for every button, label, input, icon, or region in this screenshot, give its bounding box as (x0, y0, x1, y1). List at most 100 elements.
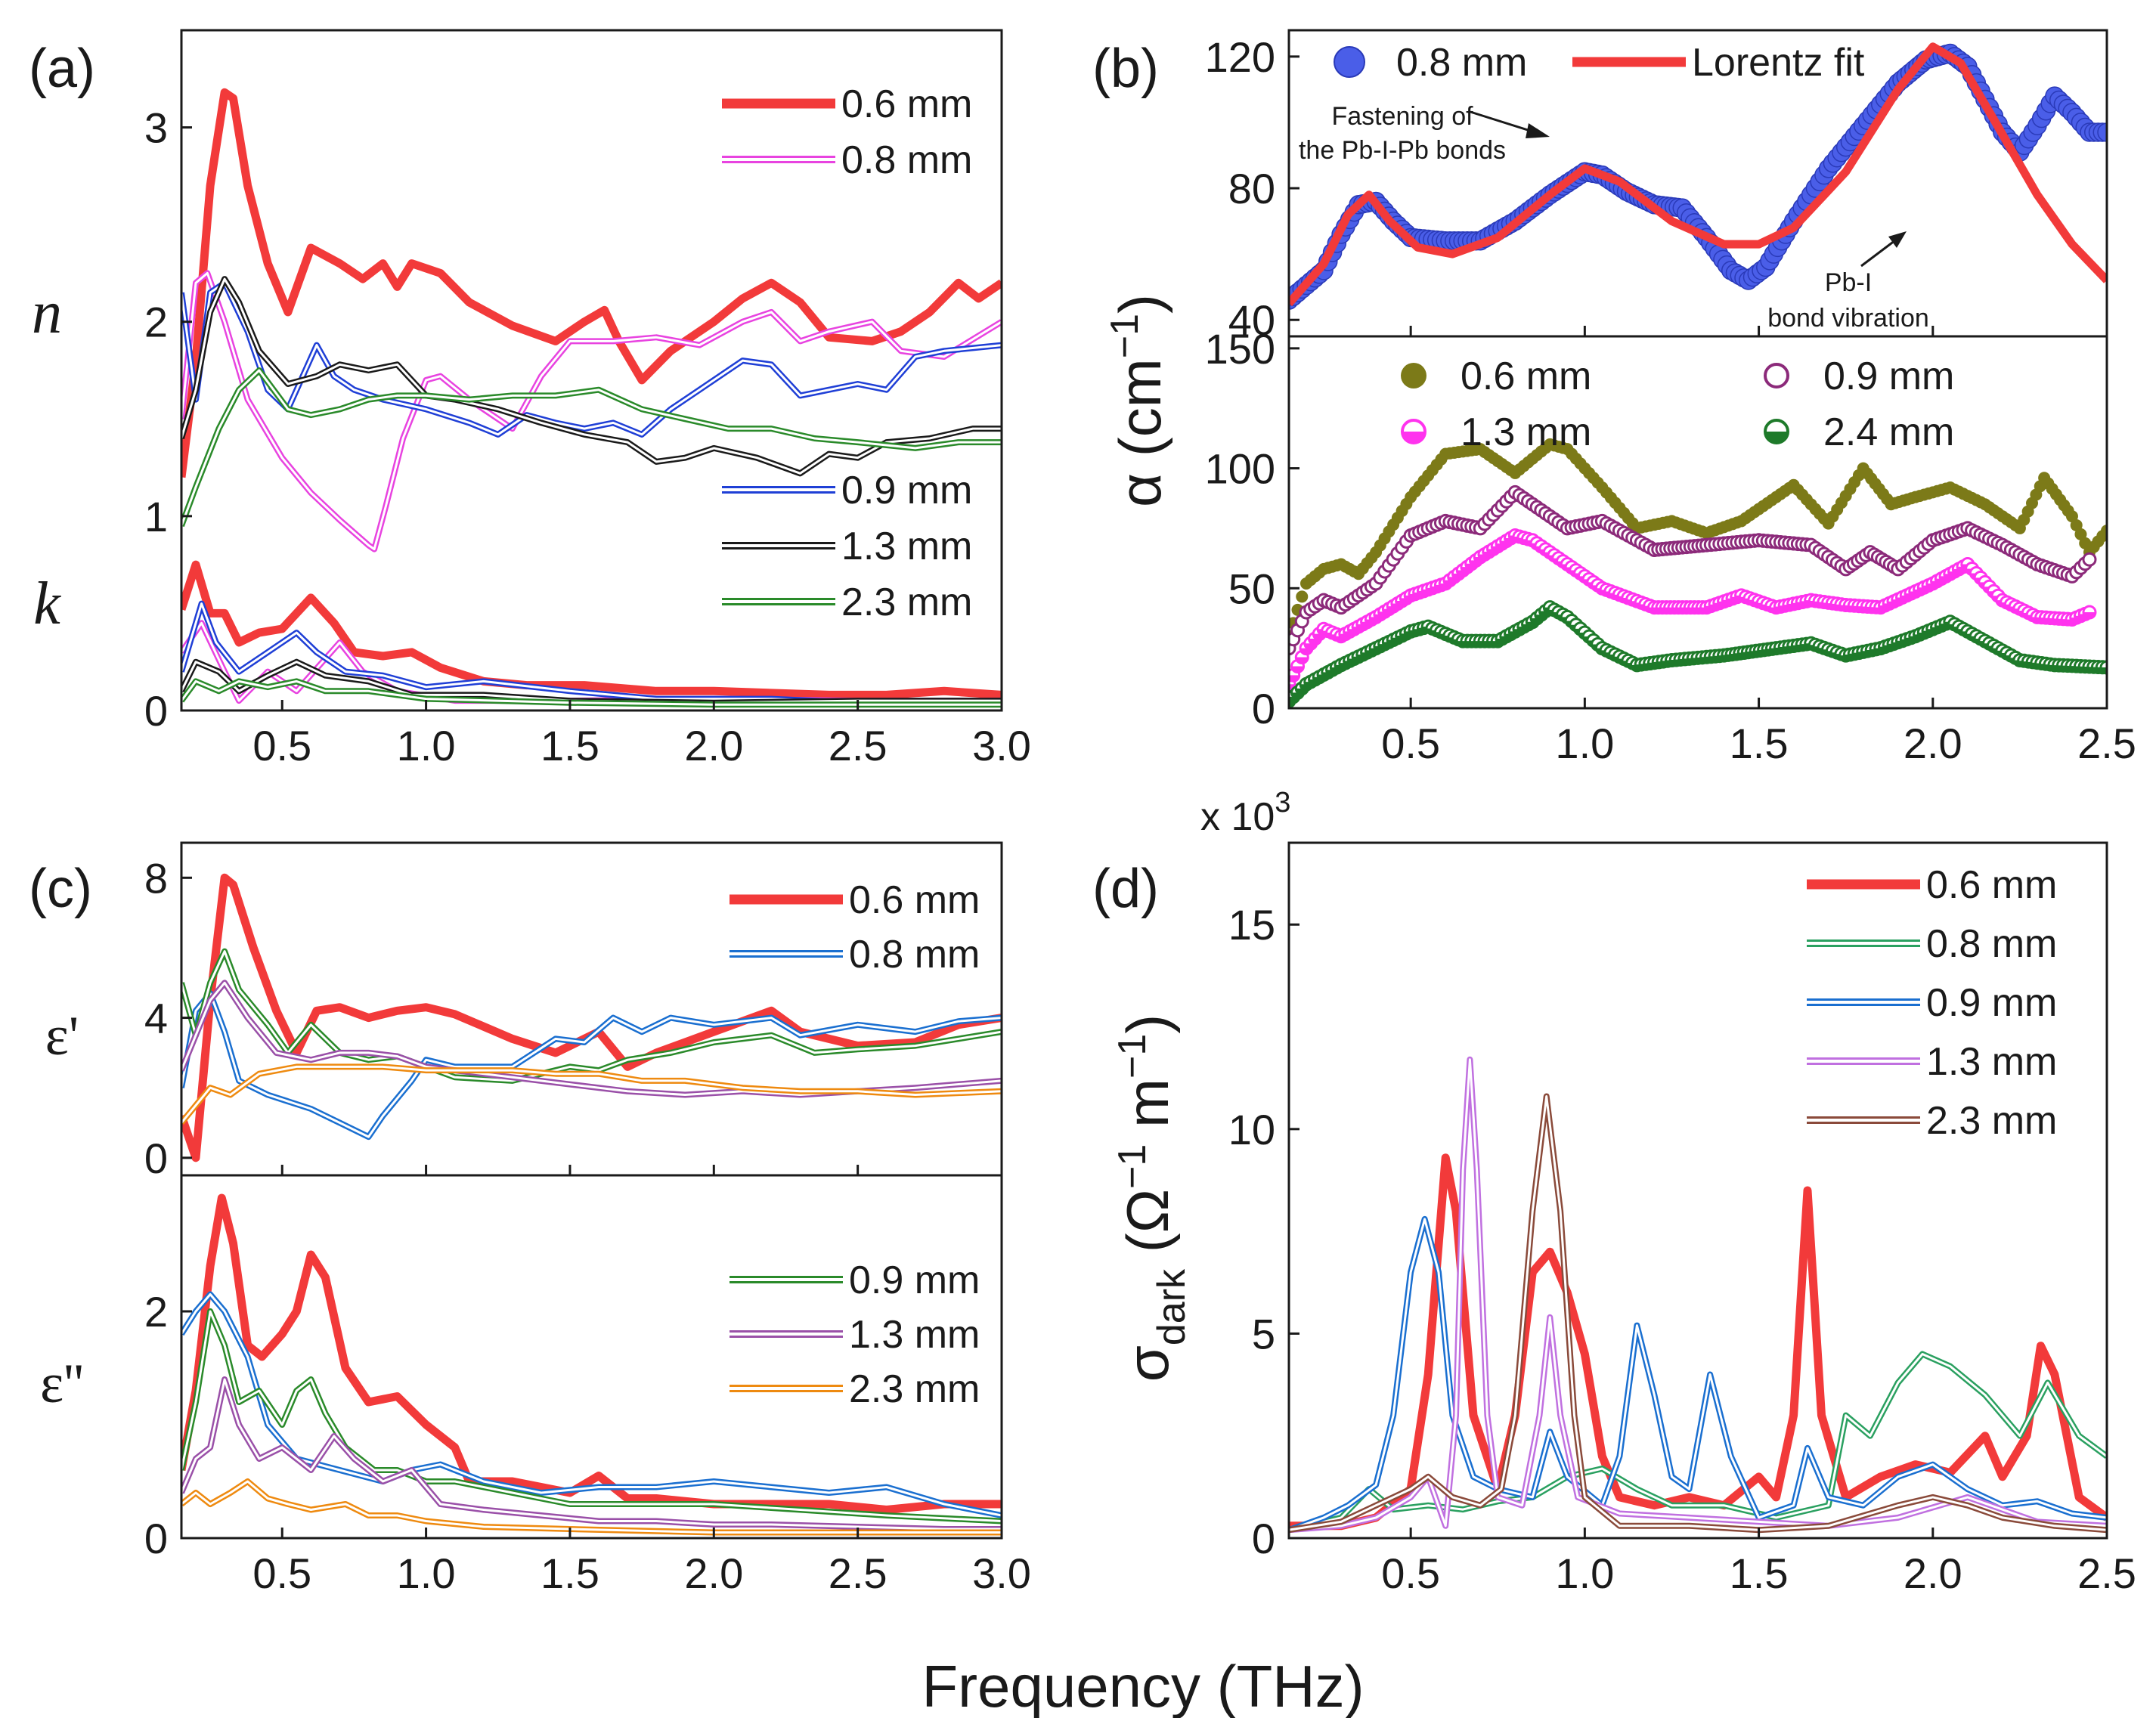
a-legend-n-0: 0.6 mm (722, 82, 972, 126)
d-legend-3-label: 1.3 mm (1926, 1040, 2057, 1084)
a-ytick-label-3: 3 (144, 104, 168, 152)
d-xtick-label-3: 2.0 (1904, 1549, 1962, 1597)
b-ylabel: α (cm−1) (1103, 294, 1173, 507)
b-legend-top-1-label: Lorentz fit (1692, 41, 1865, 85)
b-bottom-series-3 (1289, 600, 2107, 708)
a-legend-n-0-label: 0.6 mm (841, 82, 972, 126)
b-annotations: Fastening of the Pb-I-Pb bonds Pb-I bond vi… (1299, 102, 1929, 333)
b-legend-top-1: Lorentz fit (1572, 41, 1865, 85)
panel-c-bottom-frame (180, 1174, 1003, 1540)
d-legend-4-label: 2.3 mm (1926, 1099, 2057, 1143)
a-n-line-3-inner (181, 277, 1002, 475)
a-n-line-0 (181, 88, 1002, 478)
c-bottom-ytick-label-0: 0 (144, 1515, 168, 1562)
d-ylabel-close: ) (1114, 1014, 1181, 1034)
c-bottom-xtick-label-1: 1.0 (397, 1549, 456, 1597)
b-legend-bottom-2-label: 1.3 mm (1461, 410, 1591, 454)
c-top-line-0 (181, 873, 1002, 1162)
a-legend-n-1-label: 0.8 mm (841, 138, 972, 182)
c-top-line-0-stroke (181, 873, 1002, 1162)
c-bottom-line-1-inner (181, 1293, 1002, 1517)
b-bottom-series-2-pt-1-half (1289, 675, 1299, 682)
a-k-line-2-inner (181, 602, 1002, 704)
b-bottom-series-0-pt-183 (2070, 518, 2083, 531)
b-bottom-xtick-label-0: 0.5 (1381, 720, 1440, 767)
a-legend-k-1-label: 1.3 mm (841, 525, 972, 568)
b-ylabel-close: ) (1107, 294, 1173, 314)
b-bottom-series-1 (1289, 484, 2097, 656)
b-ann-1-line1: Fastening of (1331, 102, 1473, 131)
b-bottom-ytick-label-2: 100 (1205, 445, 1275, 493)
a-n-line-4 (181, 367, 1002, 528)
d-ylabel-sup1: −1 (1111, 1144, 1154, 1189)
panel-b-bottom-frame (1287, 335, 2108, 710)
a-xtick-label-2: 1.5 (541, 722, 599, 769)
panel-c: 0.5 1.0 1.5 2.0 2.5 3.0 0 4 8 0 2 (c) ε' ε'' 0.6 mm 0.8… (29, 841, 1031, 1597)
b-legend-bottom-2: 1.3 mm (1401, 410, 1591, 454)
x-axis-label: Frequency (THz) (922, 1653, 1364, 1718)
b-bottom-ytick-label-1: 50 (1228, 565, 1275, 612)
panel-b: 0.5 1.0 1.5 2.0 2.5 40 80 120 0 50 100 150 (b) α (cm−… (1092, 29, 2136, 767)
c-top-line-3 (181, 980, 1002, 1098)
c-legend-bottom-1: 1.3 mm (730, 1313, 980, 1357)
c-legend-top-0: 0.6 mm (730, 878, 980, 922)
d-multiplier: x 103 (1200, 787, 1290, 839)
b-bottom-ytick-label-0: 0 (1252, 685, 1275, 732)
c-top-line-3-inner (181, 981, 1002, 1096)
panel-d-series (1289, 1056, 2107, 1534)
b-legend-bottom-3-label: 2.4 mm (1823, 410, 1954, 454)
panel-c-bottom-legend: 0.9 mm 1.3 mm 2.3 mm (730, 1258, 980, 1411)
a-legend-k-0-label: 0.9 mm (841, 469, 972, 512)
b-bottom-series-0-pt-3 (1296, 590, 1309, 603)
c-top-ytick-label-0: 0 (144, 1134, 168, 1182)
c-legend-bottom-2: 2.3 mm (730, 1367, 980, 1411)
panel-b-top-legend: 0.8 mm Lorentz fit (1334, 41, 1865, 85)
c-bottom-line-3 (181, 1376, 1002, 1532)
b-bottom-series-0-pt-190 (2101, 525, 2107, 537)
b-bottom-xtick-label-4: 2.5 (2077, 720, 2136, 767)
b-bottom-series-3-pt-189-half (2101, 667, 2107, 673)
d-line-1 (1289, 1351, 2107, 1534)
b-bottom-series-2-pt-185 (2082, 605, 2097, 620)
d-ylabel-sup2: −1 (1111, 1034, 1154, 1079)
b-legend-bottom-1-label: 0.9 mm (1823, 354, 1954, 398)
a-legend-k-2-label: 2.3 mm (841, 580, 972, 624)
b-ann-1-arrow-head (1526, 123, 1550, 138)
panel-c-bottom-series (181, 1193, 1002, 1536)
a-xtick-label-3: 2.0 (684, 722, 743, 769)
d-line-2 (1289, 1215, 2107, 1533)
d-legend-1: 0.8 mm (1807, 922, 2057, 966)
d-legend-4: 2.3 mm (1807, 1099, 2057, 1143)
a-k-line-0 (181, 560, 1002, 699)
b-top-ytick-label-1: 80 (1228, 165, 1275, 212)
d-xtick-label-2: 1.5 (1730, 1549, 1789, 1597)
c-top-ytick-label-1: 4 (144, 995, 168, 1042)
c-ylabel-eps1: ε' (45, 1005, 79, 1067)
d-xtick-label-0: 0.5 (1381, 1549, 1440, 1597)
b-ann-1-line2: the Pb-I-Pb bonds (1299, 136, 1506, 165)
b-legend-top-0-label: 0.8 mm (1396, 41, 1527, 85)
d-legend-3: 1.3 mm (1807, 1040, 2057, 1084)
a-k-line-4 (181, 678, 1002, 708)
c-bottom-line-4 (181, 1478, 1002, 1536)
a-xtick-label-0: 0.5 (252, 722, 311, 769)
a-xtick-label-5: 3.0 (972, 722, 1031, 769)
b-bottom-xtick-label-2: 1.5 (1730, 720, 1789, 767)
panel-d-label: (d) (1092, 859, 1159, 919)
panel-b-label: (b) (1092, 39, 1159, 99)
panel-c-top-legend: 0.6 mm 0.8 mm (730, 878, 980, 977)
panel-d-legend: 0.6 mm 0.8 mm 0.9 mm 1.3 mm 2.3 mm (1807, 863, 2057, 1143)
d-ytick-label-1: 5 (1252, 1310, 1275, 1357)
b-legend-bottom-0-swatch (1401, 363, 1426, 388)
panel-b-bottom-legend: 0.6 mm 0.9 mm 1.3 mm 2.4 mm (1401, 354, 1954, 454)
c-legend-top-1: 0.8 mm (730, 933, 980, 977)
c-top-line-4 (181, 1063, 1002, 1125)
b-legend-bottom-0-label: 0.6 mm (1461, 354, 1591, 398)
d-ytick-label-3: 15 (1228, 901, 1275, 949)
panel-a-legend: 0.6 mm 0.8 mm 0.9 mm 1.3 mm 2.3 mm (722, 82, 972, 624)
c-bottom-xtick-label-3: 2.0 (684, 1549, 743, 1597)
a-n-line-0-stroke (181, 88, 1002, 478)
a-legend-k-1: 1.3 mm (722, 525, 972, 568)
